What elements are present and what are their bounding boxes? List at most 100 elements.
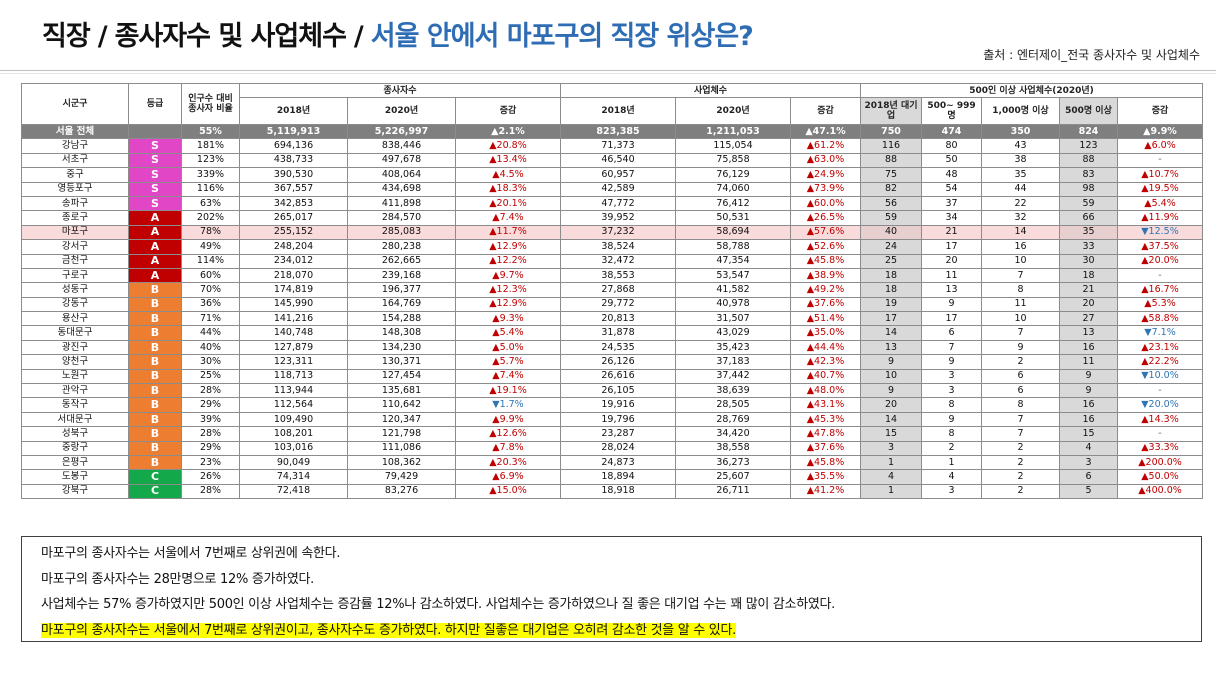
- cell-ratio: 28%: [181, 483, 240, 500]
- cell-workers-2018: 218,070: [239, 267, 348, 284]
- cell-large-change: ▲16.7%: [1116, 282, 1204, 298]
- cell-large-total: 16: [1059, 397, 1118, 413]
- cell-large-total: 83: [1059, 167, 1118, 183]
- cell-large-2018: 18: [860, 267, 922, 284]
- cell-businesses-change: ▲38.9%: [790, 267, 861, 284]
- cell-large-2018: 25: [860, 253, 922, 269]
- cell-district: 서울 전체: [21, 123, 129, 140]
- cell-large-change: ▲5.4%: [1116, 195, 1204, 212]
- cell-workers-2020: 127,454: [347, 368, 456, 385]
- title-subtopic: 종사자수 및 사업체수: [114, 21, 347, 52]
- cell-businesses-change: ▲52.6%: [790, 239, 861, 255]
- cell-businesses-change: ▲49.2%: [790, 282, 861, 298]
- cell-large-total: 35: [1059, 224, 1118, 241]
- cell-ratio: 70%: [181, 282, 240, 298]
- cell-businesses-2020: 41,582: [675, 282, 791, 298]
- cell-workers-change: ▲5.4%: [455, 325, 561, 341]
- table-row: 중구 S 339% 390,530 408,064 ▲4.5% 60,957 76,129 ▲2…: [21, 167, 1204, 183]
- cell-grade: B: [128, 440, 182, 456]
- cell-businesses-2020: 58,694: [675, 224, 791, 241]
- cell-large-500: 37: [921, 195, 982, 212]
- cell-workers-2020: 111,086: [347, 440, 456, 456]
- cell-businesses-2018: 23,287: [560, 426, 676, 442]
- cell-district: 종로구: [21, 210, 129, 226]
- cell-large-2018: 75: [860, 167, 922, 183]
- divider: [0, 73, 1216, 74]
- cell-large-change: ▲50.0%: [1116, 469, 1204, 485]
- header-large-businesses: 500인 이상 사업체수(2020년): [859, 83, 1204, 98]
- cell-workers-change: ▲12.3%: [455, 282, 561, 298]
- cell-grade: A: [128, 239, 182, 255]
- cell-large-total: 98: [1059, 181, 1118, 197]
- cell-ratio: 28%: [181, 426, 240, 442]
- cell-grade: C: [128, 483, 182, 500]
- cell-large-500: 6: [921, 325, 982, 341]
- cell-businesses-2020: 1,211,053: [675, 123, 791, 140]
- cell-large-1000: 2: [981, 354, 1060, 370]
- table-row: 도봉구 C 26% 74,314 79,429 ▲6.9% 18,894 25,607 ▲35.…: [21, 469, 1204, 485]
- cell-large-change: ▲6.0%: [1116, 138, 1204, 154]
- cell-large-500: 21: [921, 224, 982, 241]
- cell-workers-change: ▲20.3%: [455, 454, 561, 471]
- cell-large-total: 59: [1059, 195, 1118, 212]
- cell-ratio: 30%: [181, 354, 240, 370]
- cell-large-1000: 32: [981, 210, 1060, 226]
- cell-large-change: ▲33.3%: [1116, 440, 1204, 456]
- cell-district: 중랑구: [21, 440, 129, 456]
- cell-large-500: 34: [921, 210, 982, 226]
- cell-ratio: 25%: [181, 368, 240, 385]
- cell-workers-change: ▲6.9%: [455, 469, 561, 485]
- cell-workers-2020: 130,371: [347, 354, 456, 370]
- cell-district: 강서구: [21, 239, 129, 255]
- cell-large-2018: 3: [860, 440, 922, 456]
- cell-workers-change: ▲13.4%: [455, 152, 561, 169]
- cell-businesses-2020: 38,639: [675, 383, 791, 399]
- cell-businesses-change: ▲24.9%: [790, 167, 861, 183]
- cell-large-total: 4: [1059, 440, 1118, 456]
- cell-large-change: -: [1116, 267, 1204, 284]
- cell-large-1000: 10: [981, 253, 1060, 269]
- cell-grade: C: [128, 469, 182, 485]
- cell-large-500: 80: [921, 138, 982, 154]
- cell-workers-2018: 72,418: [239, 483, 348, 500]
- cell-workers-change: ▲11.7%: [455, 224, 561, 241]
- table-row: 강북구 C 28% 72,418 83,276 ▲15.0% 18,918 26,711 ▲41…: [21, 483, 1204, 500]
- cell-workers-2018: 127,879: [239, 339, 348, 356]
- cell-large-total: 824: [1059, 123, 1118, 140]
- summary-highlight: 마포구의 종사자수는 서울에서 7번째로 상위권이고, 종사자수도 증가하였다.…: [41, 622, 736, 638]
- cell-large-2018: 59: [860, 210, 922, 226]
- cell-workers-2020: 120,347: [347, 411, 456, 428]
- cell-grade: A: [128, 267, 182, 284]
- cell-large-2018: 9: [860, 383, 922, 399]
- cell-workers-change: ▲15.0%: [455, 483, 561, 500]
- cell-workers-2020: 110,642: [347, 397, 456, 413]
- cell-workers-2018: 112,564: [239, 397, 348, 413]
- cell-workers-2020: 154,288: [347, 311, 456, 327]
- cell-large-1000: 2: [981, 483, 1060, 500]
- table-row: 영등포구 S 116% 367,557 434,698 ▲18.3% 42,589 74,06…: [21, 181, 1204, 197]
- cell-businesses-2018: 26,126: [560, 354, 676, 370]
- header-workers-2018: 2018년: [239, 97, 348, 125]
- cell-businesses-2018: 20,813: [560, 311, 676, 327]
- header-workers-change: 증감: [455, 97, 561, 125]
- cell-workers-change: ▲12.2%: [455, 253, 561, 269]
- table-row: 강서구 A 49% 248,204 280,238 ▲12.9% 38,524 58,788 ▲…: [21, 239, 1204, 255]
- cell-large-500: 4: [921, 469, 982, 485]
- cell-district: 송파구: [21, 195, 129, 212]
- cell-workers-2018: 113,944: [239, 383, 348, 399]
- cell-workers-2020: 121,798: [347, 426, 456, 442]
- cell-businesses-change: ▲73.9%: [790, 181, 861, 197]
- cell-large-change: ▲200.0%: [1116, 454, 1204, 471]
- cell-grade: S: [128, 152, 182, 169]
- cell-large-2018: 14: [860, 325, 922, 341]
- header-large-2018: 2018년 대기업: [860, 97, 922, 125]
- cell-businesses-2020: 31,507: [675, 311, 791, 327]
- cell-workers-2020: 134,230: [347, 339, 456, 356]
- cell-businesses-2020: 50,531: [675, 210, 791, 226]
- source-caption: 출처 : 엔터제이_전국 종사자수 및 사업체수: [983, 48, 1200, 62]
- summary-line: 마포구의 종사자수는 28만명으로 12% 증가하였다.: [41, 571, 314, 587]
- cell-businesses-2020: 38,558: [675, 440, 791, 456]
- header-workers-2020: 2020년: [347, 97, 456, 125]
- table-row: 중랑구 B 29% 103,016 111,086 ▲7.8% 28,024 38,558 ▲3…: [21, 440, 1204, 456]
- cell-businesses-2020: 58,788: [675, 239, 791, 255]
